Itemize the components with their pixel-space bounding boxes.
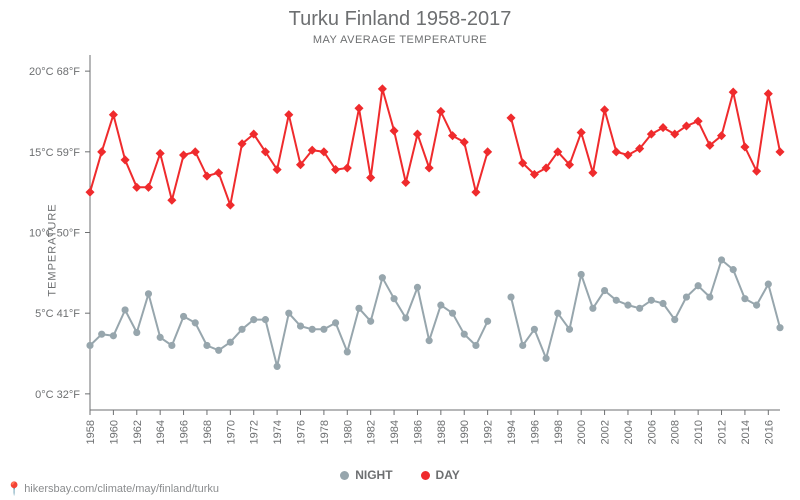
svg-text:1958: 1958 bbox=[85, 420, 97, 444]
svg-text:2002: 2002 bbox=[600, 420, 612, 444]
legend-item-night: NIGHT bbox=[340, 468, 392, 482]
svg-text:1960: 1960 bbox=[108, 420, 120, 444]
svg-text:2016: 2016 bbox=[763, 420, 775, 444]
legend-label-night: NIGHT bbox=[355, 468, 392, 482]
svg-text:1974: 1974 bbox=[272, 420, 284, 444]
legend-dot-day bbox=[421, 471, 430, 480]
temperature-chart: Turku Finland 1958-2017 MAY AVERAGE TEMP… bbox=[0, 0, 800, 500]
svg-text:1970: 1970 bbox=[225, 420, 237, 444]
svg-text:2006: 2006 bbox=[646, 420, 658, 444]
legend-dot-night bbox=[340, 471, 349, 480]
legend-label-day: DAY bbox=[436, 468, 460, 482]
svg-text:1966: 1966 bbox=[179, 420, 191, 444]
svg-text:1992: 1992 bbox=[483, 420, 495, 444]
svg-text:1986: 1986 bbox=[412, 420, 424, 444]
svg-text:2008: 2008 bbox=[670, 420, 682, 444]
svg-text:1980: 1980 bbox=[342, 420, 354, 444]
pin-icon: 📍 bbox=[6, 481, 22, 497]
svg-text:2010: 2010 bbox=[693, 420, 705, 444]
svg-text:20°C 68°F: 20°C 68°F bbox=[29, 66, 80, 78]
svg-text:1990: 1990 bbox=[459, 420, 471, 444]
svg-text:2000: 2000 bbox=[576, 420, 588, 444]
legend-item-day: DAY bbox=[421, 468, 460, 482]
svg-text:2004: 2004 bbox=[623, 420, 635, 444]
svg-text:1988: 1988 bbox=[436, 420, 448, 444]
svg-text:1976: 1976 bbox=[296, 420, 308, 444]
svg-text:1962: 1962 bbox=[132, 420, 144, 444]
svg-text:2012: 2012 bbox=[717, 420, 729, 444]
plot-area: 0°C 32°F 5°C 41°F 10°C 50°F 15°C 59°F 20°C 6… bbox=[0, 0, 800, 500]
svg-text:1964: 1964 bbox=[155, 420, 167, 444]
svg-text:2014: 2014 bbox=[740, 420, 752, 444]
svg-text:15°C 59°F: 15°C 59°F bbox=[29, 147, 80, 159]
svg-text:1978: 1978 bbox=[319, 420, 331, 444]
attribution: 📍 hikersbay.com/climate/may/finland/turk… bbox=[6, 481, 219, 497]
svg-text:5°C 41°F: 5°C 41°F bbox=[35, 308, 80, 320]
svg-text:1972: 1972 bbox=[249, 420, 261, 444]
svg-text:1984: 1984 bbox=[389, 420, 401, 444]
svg-text:1998: 1998 bbox=[553, 420, 565, 444]
svg-text:1982: 1982 bbox=[366, 420, 378, 444]
legend: NIGHT DAY bbox=[0, 468, 800, 482]
svg-text:1996: 1996 bbox=[529, 420, 541, 444]
svg-text:10°C 50°F: 10°C 50°F bbox=[29, 228, 80, 240]
svg-text:0°C 32°F: 0°C 32°F bbox=[35, 389, 80, 401]
svg-text:1994: 1994 bbox=[506, 420, 518, 444]
attribution-text: hikersbay.com/climate/may/finland/turku bbox=[24, 483, 219, 495]
svg-text:1968: 1968 bbox=[202, 420, 214, 444]
